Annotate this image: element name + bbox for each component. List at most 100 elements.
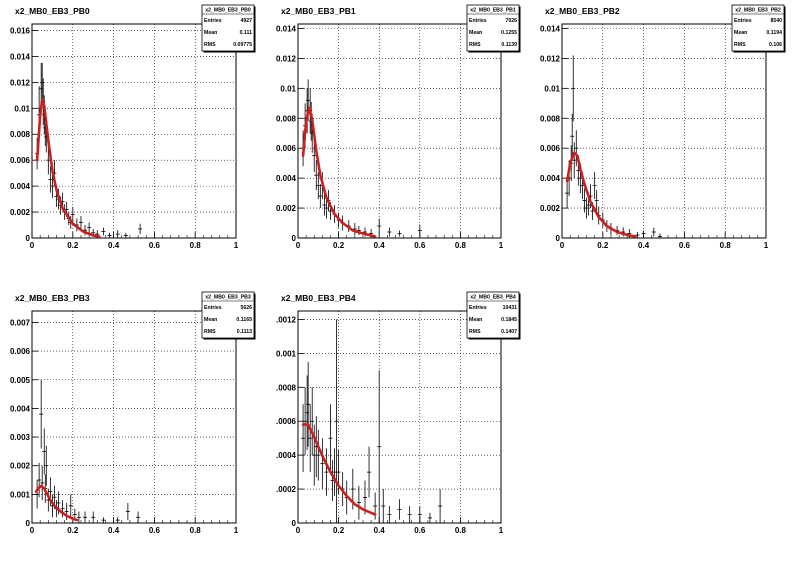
x-tick-label: 0.2 <box>333 241 345 250</box>
stats-value: 4927 <box>240 18 252 24</box>
chart-panel-4: x2_MB0_EB3_PB4 0 0.2 0.4 0.6 0.8 1 0 .0002 .0004.… <box>276 291 521 535</box>
stats-value: 0.106 <box>769 42 782 48</box>
stats-value: 0.1845 <box>501 317 517 323</box>
plot-frame <box>297 23 502 239</box>
fit-curve <box>34 484 79 522</box>
x-tick-label: 1 <box>499 241 504 250</box>
stats-label: Entries <box>204 305 222 311</box>
plot-frame <box>31 310 237 524</box>
y-tick-label: 0.002 <box>540 204 561 213</box>
y-tick-label: 0.01 <box>14 104 30 113</box>
x-tick-label: 1 <box>764 241 769 250</box>
stats-label: RMS <box>469 42 481 48</box>
x-tick-label: 0 <box>30 526 35 535</box>
stats-label: Mean <box>734 30 747 36</box>
stats-value: 0.1255 <box>501 30 517 36</box>
chart-panel-2: x2_MB0_EB3_PB2 0 0.2 0.4 0.6 0.8 1 0 0.002 0.004 0… <box>540 4 786 250</box>
stats-label: Mean <box>204 30 217 36</box>
x-tick-label: 0.6 <box>149 241 161 250</box>
y-tick-label: 0.012 <box>276 54 297 63</box>
stats-name: x2_MB0_EB3_PB4 <box>470 295 516 301</box>
stats-name: x2_MB0_EB3_PB0 <box>205 8 251 14</box>
x-tick-label: 0.8 <box>720 241 732 250</box>
y-tick-label: 0.006 <box>276 144 297 153</box>
stats-box <box>201 4 255 52</box>
stats-label: Mean <box>469 30 482 36</box>
y-tick-label: 0.002 <box>276 204 297 213</box>
stats-name: x2_MB0_EB3_PB1 <box>470 8 516 14</box>
stats-value: 10431 <box>503 305 518 311</box>
y-tick-label: 0.014 <box>540 24 561 33</box>
fit-curve <box>565 151 637 238</box>
stats-value: 0.09775 <box>233 42 252 48</box>
stats-value: 7026 <box>505 18 517 24</box>
chart-title: x2_MB0_EB3_PB2 <box>545 6 620 16</box>
y-tick-label: 0.006 <box>540 144 561 153</box>
y-tick-label: 0.001 <box>276 349 297 358</box>
fit-curve <box>301 106 377 238</box>
fit-curve <box>35 97 101 238</box>
stats-label: RMS <box>734 42 746 48</box>
y-tick-label: 0.003 <box>10 433 31 442</box>
stats-label: Mean <box>469 317 482 323</box>
x-tick-label: 0.8 <box>455 241 467 250</box>
y-tick-label: .0006 <box>276 417 297 426</box>
stats-name: x2_MB0_EB3_PB3 <box>205 295 251 301</box>
stats-value: 0.1194 <box>766 30 782 36</box>
x-tick-label: 0.4 <box>374 526 386 535</box>
x-tick-label: 1 <box>234 526 239 535</box>
y-tick-label: .0002 <box>276 485 297 494</box>
y-tick-label: 0.014 <box>10 52 31 61</box>
x-tick-label: 0.8 <box>455 526 467 535</box>
chart-panel-1: x2_MB0_EB3_PB1 0 0.2 0.4 0.6 0.8 1 0 0.002 0.004 0… <box>276 4 521 250</box>
stats-label: Mean <box>204 317 217 323</box>
y-tick-label: 0 <box>556 234 561 243</box>
stats-value: 0.1165 <box>236 317 252 323</box>
stats-box <box>466 291 520 339</box>
y-tick-label: 0.004 <box>10 182 31 191</box>
x-tick-label: 0.4 <box>374 241 386 250</box>
x-tick-label: 1 <box>234 241 239 250</box>
stats-value: 0.1407 <box>501 329 517 335</box>
y-tick-label: 0.008 <box>10 130 31 139</box>
chart-title: x2_MB0_EB3_PB4 <box>281 293 356 303</box>
y-tick-label: 0 <box>26 234 31 243</box>
plot-frame <box>31 23 237 239</box>
x-tick-label: 1 <box>499 526 504 535</box>
x-tick-label: 0.6 <box>414 241 426 250</box>
x-tick-label: 0 <box>296 526 301 535</box>
stats-label: Entries <box>469 18 487 24</box>
y-tick-label: 0.012 <box>10 78 31 87</box>
chart-title: x2_MB0_EB3_PB3 <box>15 293 90 303</box>
stats-value: 0.1113 <box>237 329 252 335</box>
chart-panel-0: x2_MB0_EB3_PB0 0 0.2 0.4 0.6 0.8 1 0 0.002 0.004 0… <box>10 4 256 250</box>
y-tick-label: 0.006 <box>10 156 31 165</box>
stats-value: 0.1139 <box>501 42 517 48</box>
y-tick-label: 0.008 <box>540 114 561 123</box>
x-tick-label: 0.4 <box>638 241 650 250</box>
x-tick-label: 0.2 <box>597 241 609 250</box>
stats-label: Entries <box>734 18 752 24</box>
x-tick-label: 0.8 <box>190 241 202 250</box>
stats-label: RMS <box>469 329 481 335</box>
stats-name: x2_MB0_EB3_PB2 <box>735 8 781 14</box>
x-tick-label: 0.2 <box>333 526 345 535</box>
y-tick-label: 0.01 <box>280 84 296 93</box>
stats-value: 0.111 <box>240 30 253 36</box>
x-tick-label: 0.6 <box>149 526 161 535</box>
y-tick-label: 0 <box>26 519 31 528</box>
stats-value: 8540 <box>770 18 782 24</box>
fit-curve <box>301 423 377 516</box>
y-tick-label: .0008 <box>276 383 297 392</box>
x-tick-label: 0.2 <box>67 241 79 250</box>
x-tick-label: 0.2 <box>67 526 79 535</box>
y-tick-label: 0.004 <box>10 404 31 413</box>
y-tick-label: .0012 <box>276 315 297 324</box>
stats-box <box>201 291 255 339</box>
y-tick-label: 0.01 <box>544 84 560 93</box>
x-tick-label: 0 <box>560 241 565 250</box>
x-tick-label: 0.6 <box>414 526 426 535</box>
y-tick-label: 0.004 <box>540 174 561 183</box>
y-tick-label: 0.012 <box>540 54 561 63</box>
